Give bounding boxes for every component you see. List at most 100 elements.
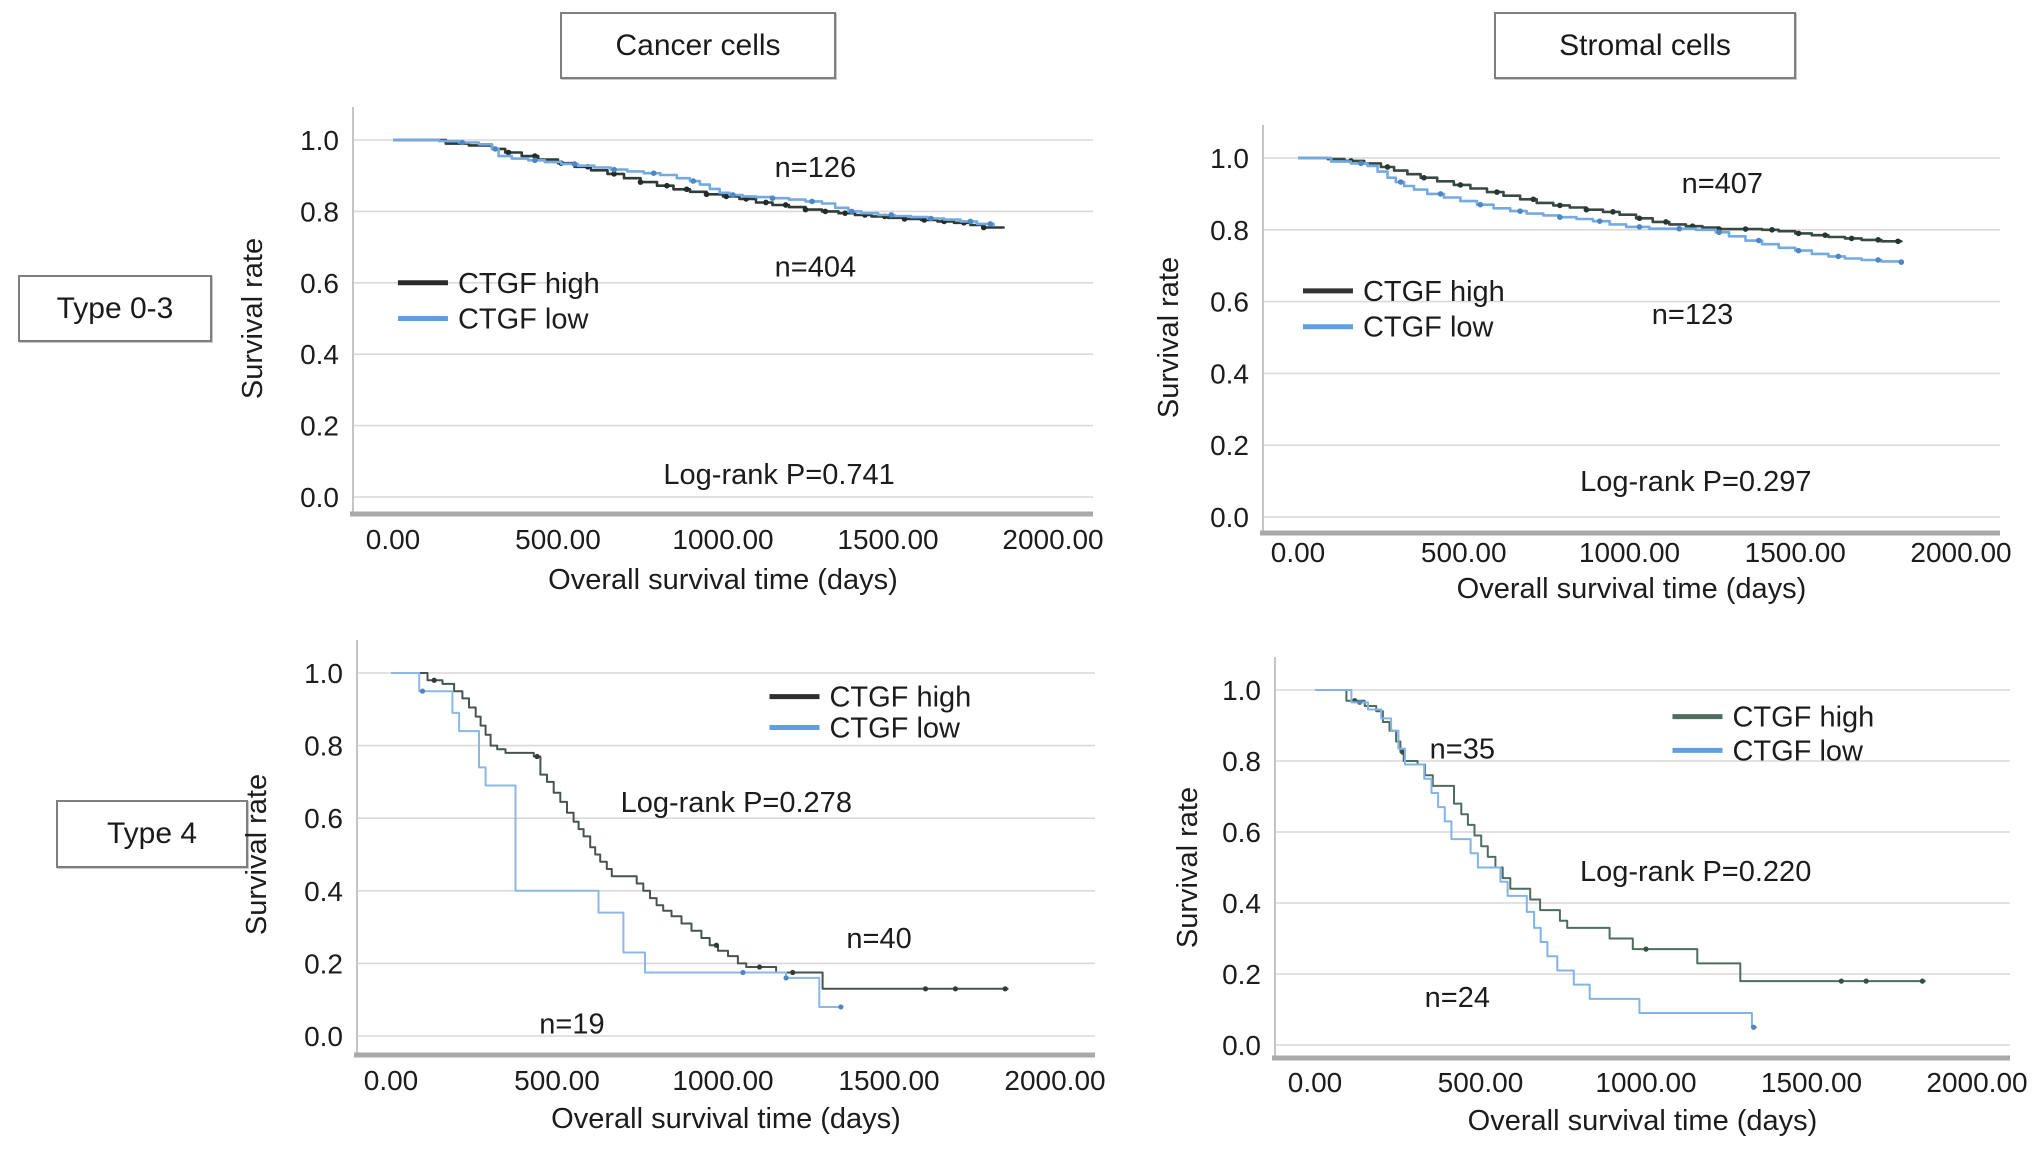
y-tick-label: 0.4 bbox=[1222, 888, 1261, 919]
y-axis-label: Survival rate bbox=[1153, 257, 1185, 418]
x-axis-label: Overall survival time (days) bbox=[1468, 1105, 1818, 1137]
survival-curve-ctgf-low bbox=[1315, 689, 1757, 1029]
column-title-cancer-cells: Cancer cells bbox=[560, 12, 836, 79]
censor-mark bbox=[1636, 215, 1643, 222]
censor-mark bbox=[571, 161, 578, 167]
km-panel-cancer-type-4: 0.0 0.2 0.4 0.6 0.8 1.0 0.00 500.00 1000.00 1500.… bbox=[241, 640, 1106, 1135]
x-tick-label: 2000.00 bbox=[1004, 1065, 1105, 1096]
x-tick-label: 0.00 bbox=[366, 524, 421, 555]
log-rank-p-label: Log-rank P=0.278 bbox=[621, 787, 852, 819]
censor-mark bbox=[1397, 179, 1404, 185]
y-axis-label: Survival rate bbox=[1172, 787, 1204, 948]
n-count-label: n=126 bbox=[775, 152, 856, 184]
x-tick-label: 1500.00 bbox=[1761, 1067, 1862, 1098]
n-count-label: n=123 bbox=[1652, 299, 1733, 331]
censor-mark bbox=[790, 969, 796, 976]
x-tick-label: 0.00 bbox=[1288, 1067, 1343, 1098]
x-tick-label: 500.00 bbox=[514, 1065, 600, 1096]
x-axis-label: Overall survival time (days) bbox=[1457, 573, 1807, 605]
km-panel-cancer-type-0-3: 0.0 0.2 0.4 0.6 0.8 1.0 0.00 500.00 1000.00 1500.… bbox=[237, 107, 1104, 596]
censor-mark bbox=[1835, 253, 1842, 260]
x-axis-label: Overall survival time (days) bbox=[548, 564, 898, 596]
censor-mark bbox=[740, 969, 746, 976]
y-tick-label: 0.4 bbox=[1210, 358, 1249, 389]
censor-mark bbox=[664, 182, 670, 189]
y-tick-label: 0.8 bbox=[300, 196, 339, 227]
censor-mark bbox=[802, 206, 809, 213]
censor-mark bbox=[1002, 986, 1008, 992]
censor-mark bbox=[809, 198, 815, 205]
censor-mark bbox=[419, 688, 426, 694]
censor-mark bbox=[1769, 227, 1775, 233]
censor-mark bbox=[921, 217, 928, 223]
censor-mark bbox=[1557, 214, 1563, 221]
censor-mark bbox=[1357, 699, 1363, 706]
censor-mark bbox=[683, 186, 690, 193]
censor-mark bbox=[1477, 201, 1484, 208]
legend-label: CTGF low bbox=[1732, 735, 1864, 767]
censor-mark bbox=[1557, 202, 1563, 209]
censor-mark bbox=[1875, 257, 1881, 263]
censor-mark bbox=[1421, 174, 1427, 181]
censor-mark bbox=[769, 195, 776, 201]
censor-mark bbox=[1530, 196, 1537, 203]
legend-label: CTGF low bbox=[458, 304, 590, 336]
y-tick-label: 0.0 bbox=[304, 1021, 343, 1052]
censor-mark bbox=[611, 166, 617, 173]
censor-mark bbox=[1494, 189, 1500, 195]
censor-mark bbox=[1755, 237, 1762, 244]
censor-mark bbox=[1636, 224, 1643, 230]
y-axis-label: Survival rate bbox=[237, 238, 269, 399]
log-rank-p-label: Log-rank P=0.741 bbox=[663, 459, 894, 491]
y-tick-label: 0.0 bbox=[1210, 502, 1249, 533]
censor-mark bbox=[534, 753, 540, 760]
censor-mark bbox=[1895, 238, 1901, 245]
y-tick-label: 0.6 bbox=[1210, 287, 1249, 318]
censor-mark bbox=[763, 199, 769, 206]
y-tick-label: 0.4 bbox=[304, 876, 343, 907]
censor-mark bbox=[980, 224, 987, 231]
x-tick-label: 500.00 bbox=[1438, 1067, 1524, 1098]
censor-mark bbox=[1795, 247, 1802, 254]
censor-mark bbox=[1610, 209, 1616, 215]
censor-mark bbox=[1596, 218, 1603, 224]
censor-mark bbox=[1384, 164, 1391, 170]
legend-label: CTGF high bbox=[829, 682, 971, 714]
km-panel-stromal-type-0-3: 0.0 0.2 0.4 0.6 0.8 1.0 0.00 500.00 1000.00 1500.… bbox=[1153, 125, 2012, 605]
censor-mark bbox=[783, 975, 789, 981]
censor-mark bbox=[459, 139, 466, 146]
censor-mark bbox=[822, 208, 829, 215]
censor-mark bbox=[1742, 226, 1749, 232]
y-tick-label: 0.8 bbox=[1222, 746, 1261, 777]
y-tick-label: 0.2 bbox=[1222, 959, 1261, 990]
censor-mark bbox=[723, 193, 730, 200]
y-tick-label: 0.6 bbox=[300, 268, 339, 299]
n-count-label: n=19 bbox=[539, 1008, 604, 1040]
n-count-label: n=24 bbox=[1425, 982, 1490, 1014]
censor-mark bbox=[730, 192, 736, 198]
censor-mark bbox=[1676, 225, 1683, 232]
censor-mark bbox=[1898, 259, 1905, 265]
x-tick-label: 0.00 bbox=[1271, 537, 1326, 568]
x-tick-label: 1000.00 bbox=[672, 1065, 773, 1096]
censor-mark bbox=[505, 149, 512, 156]
censor-mark bbox=[756, 964, 763, 970]
legend-label: CTGF low bbox=[829, 712, 961, 744]
x-tick-label: 1000.00 bbox=[1579, 537, 1680, 568]
row-title-type-0-3: Type 0-3 bbox=[18, 275, 212, 342]
censor-mark bbox=[928, 215, 934, 222]
censor-mark bbox=[848, 208, 855, 215]
censor-mark bbox=[1437, 191, 1444, 197]
column-title-stromal-cells: Stromal cells bbox=[1494, 12, 1796, 79]
censor-mark bbox=[492, 146, 499, 152]
censor-mark bbox=[1875, 237, 1881, 243]
x-tick-label: 2000.00 bbox=[1926, 1067, 2027, 1098]
censor-mark bbox=[1838, 978, 1844, 984]
x-tick-label: 0.00 bbox=[364, 1065, 419, 1096]
n-count-label: n=40 bbox=[846, 923, 911, 955]
censor-mark bbox=[1795, 230, 1802, 237]
x-tick-label: 1500.00 bbox=[838, 1065, 939, 1096]
censor-mark bbox=[1848, 235, 1855, 242]
censor-mark bbox=[637, 179, 644, 185]
